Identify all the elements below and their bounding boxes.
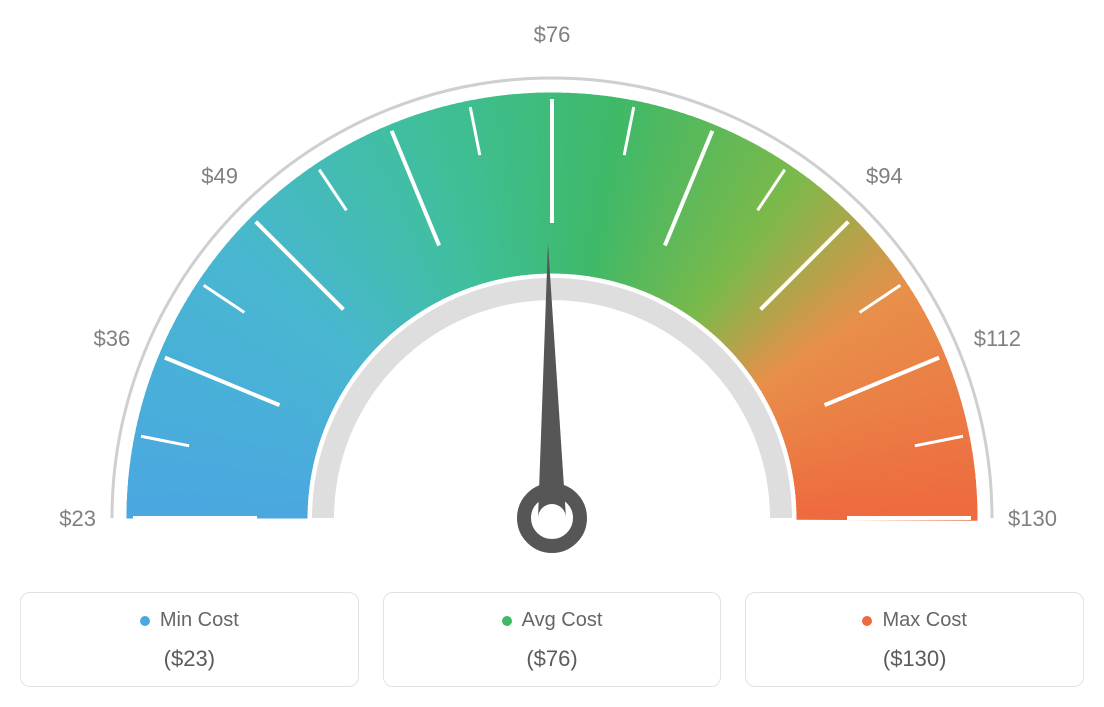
gauge-tick-label: $94 [866,164,903,189]
legend-label-max: Max Cost [882,609,966,632]
legend-value-avg: ($76) [394,646,711,672]
legend-value-max: ($130) [756,646,1073,672]
legend-label-min: Min Cost [160,609,239,632]
gauge-tick-label: $130 [1008,506,1057,531]
gauge-tick-label: $76 [534,22,571,47]
legend-title-avg: Avg Cost [502,609,603,632]
gauge-tick-label: $36 [94,326,131,351]
legend-card-min: Min Cost ($23) [20,592,359,687]
legend-dot-max [862,616,872,626]
gauge-svg: $23 $36 $49 $76 $94 $112 $130 [20,20,1084,580]
legend-dot-avg [502,616,512,626]
legend-label-avg: Avg Cost [522,609,603,632]
legend-title-min: Min Cost [140,609,239,632]
cost-gauge-widget: $23 $36 $49 $76 $94 $112 $130 Min Cost ($23) A… [20,20,1084,687]
legend-card-max: Max Cost ($130) [745,592,1084,687]
legend-dot-min [140,616,150,626]
gauge-needle-hub-hole [538,504,566,532]
legend-value-min: ($23) [31,646,348,672]
gauge-chart: $23 $36 $49 $76 $94 $112 $130 [20,20,1084,580]
gauge-tick-label: $49 [201,164,238,189]
gauge-tick-label: $112 [974,326,1021,351]
legend-row: Min Cost ($23) Avg Cost ($76) Max Cost (… [20,592,1084,687]
legend-card-avg: Avg Cost ($76) [383,592,722,687]
gauge-tick-label: $23 [59,506,96,531]
legend-title-max: Max Cost [862,609,966,632]
